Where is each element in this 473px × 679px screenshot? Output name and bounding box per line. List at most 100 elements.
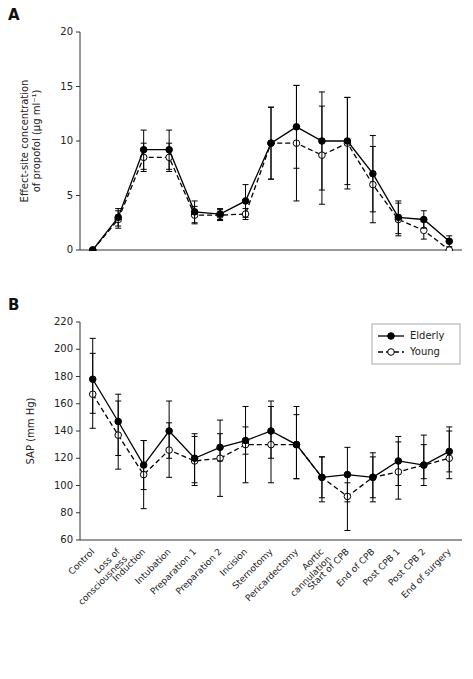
y-tick-label: 60 [60, 534, 73, 545]
y-tick-label: 120 [54, 452, 73, 463]
legend: Elderly Young [372, 324, 460, 364]
marker [89, 376, 96, 383]
y-tick [76, 403, 80, 404]
y-tick [76, 141, 80, 142]
legend-label: Elderly [410, 330, 444, 341]
y-tick-label: 180 [54, 371, 73, 382]
legend-marker [388, 333, 395, 340]
marker [166, 146, 173, 153]
y-tick [76, 195, 80, 196]
marker [319, 138, 326, 145]
y-tick-label: 10 [60, 135, 73, 146]
marker [166, 428, 173, 435]
error-bar [293, 85, 299, 168]
y-tick-label: 80 [60, 507, 73, 518]
marker [421, 462, 428, 469]
error-bar [293, 406, 299, 478]
error-bar [344, 447, 350, 502]
panel: 05101520Effect-site concentrationof prop… [8, 6, 462, 255]
y-axis-label: SAP (mm Hg) [25, 397, 36, 464]
marker [395, 214, 402, 221]
error-bar [344, 97, 350, 184]
error-bar [90, 338, 96, 413]
marker [446, 247, 453, 251]
marker [242, 198, 249, 205]
y-tick-label: 100 [54, 480, 73, 491]
x-tick-label: Control [66, 547, 96, 577]
x-axis [80, 540, 462, 541]
error-bar [446, 427, 452, 472]
y-tick-label: 0 [67, 244, 73, 255]
error-bar [141, 130, 147, 169]
marker [89, 247, 96, 251]
marker [115, 214, 122, 221]
error-bar [115, 209, 121, 226]
marker [191, 455, 198, 462]
panel: 6080100120140160180200220ControlLoss ofc… [8, 296, 462, 607]
y-tick [76, 376, 80, 377]
plot-area [89, 338, 452, 530]
chart: 05101520Effect-site concentrationof prop… [0, 0, 473, 679]
error-bar [446, 236, 452, 247]
y-tick [76, 322, 80, 323]
marker [446, 448, 453, 455]
error-bar [319, 92, 325, 190]
marker [370, 474, 377, 481]
y-tick [76, 512, 80, 513]
error-bar [293, 415, 299, 479]
y-tick-label: 200 [54, 343, 73, 354]
marker [421, 227, 428, 234]
marker [446, 238, 453, 245]
error-bar [192, 201, 198, 223]
legend-label: Young [409, 346, 440, 357]
marker [319, 474, 326, 481]
marker [115, 418, 122, 425]
series-line [93, 379, 450, 477]
legend-box [372, 324, 460, 364]
error-bar [370, 457, 376, 498]
panel-title: A [8, 6, 20, 24]
error-bar [421, 445, 427, 479]
y-tick [76, 431, 80, 432]
error-bar [217, 209, 223, 220]
error-bar [268, 107, 274, 179]
plot-area [89, 85, 452, 251]
y-tick-label: 15 [60, 81, 73, 92]
y-tick [76, 250, 80, 251]
marker [344, 138, 351, 145]
y-tick-label: 20 [60, 26, 73, 37]
marker [370, 474, 377, 481]
error-bar [141, 441, 147, 509]
y-tick [76, 86, 80, 87]
marker [319, 474, 326, 481]
marker [370, 170, 377, 177]
marker [268, 428, 275, 435]
error-bar [166, 401, 172, 458]
marker [395, 458, 402, 465]
marker [421, 216, 428, 223]
y-tick [76, 349, 80, 350]
error-bar [166, 130, 172, 169]
error-bar [395, 436, 401, 485]
series-line [93, 394, 450, 496]
y-tick-label: 160 [54, 398, 73, 409]
error-bar [421, 435, 427, 485]
error-bar [293, 85, 299, 201]
error-bar [421, 211, 427, 228]
error-bar [370, 453, 376, 502]
marker [421, 462, 428, 469]
marker [89, 247, 96, 251]
y-tick [76, 485, 80, 486]
error-bar [192, 434, 198, 483]
marker [242, 437, 249, 444]
error-bar [141, 441, 147, 490]
error-bar [243, 427, 249, 454]
error-bar [395, 201, 401, 234]
marker [268, 140, 275, 147]
error-bar [268, 107, 274, 179]
marker [293, 124, 300, 131]
x-axis [80, 250, 462, 251]
y-tick-label: 140 [54, 425, 73, 436]
series-line [93, 127, 450, 250]
x-tick-label: End of surgery [399, 546, 453, 600]
